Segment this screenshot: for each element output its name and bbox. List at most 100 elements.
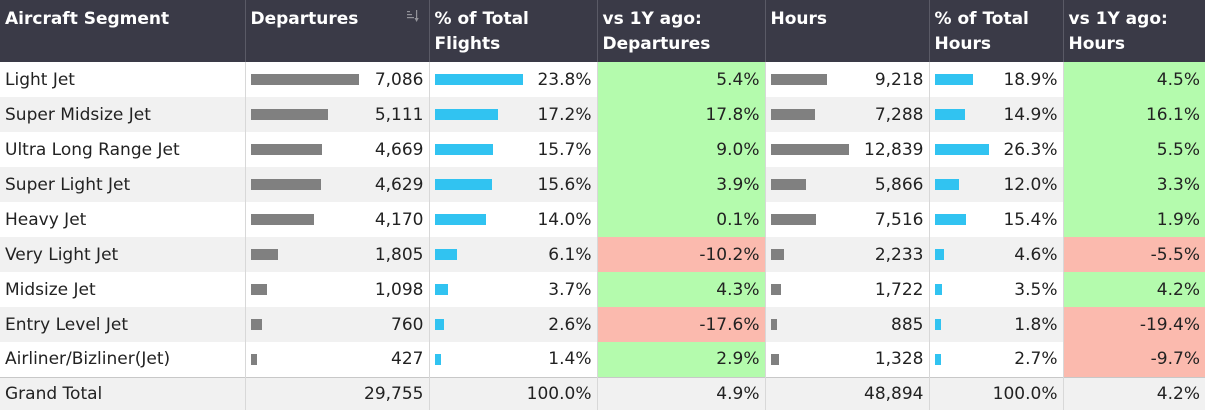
row-hours: 5,866	[765, 167, 930, 202]
row-departures: 760	[245, 307, 430, 342]
row-pct-flights: 23.8%	[429, 62, 598, 97]
table-row[interactable]: Light Jet 7,086 23.8% 5.4% 9,218 18.9% 4.5%	[0, 62, 1205, 97]
hours-bar	[770, 144, 849, 155]
header-hours[interactable]: Hours	[765, 0, 930, 62]
row-dep-change: -17.6%	[597, 307, 766, 342]
row-hours-change: -9.7%	[1063, 342, 1205, 377]
row-dep-change: 0.1%	[597, 202, 766, 237]
row-pct-hours: 1.8%	[929, 307, 1064, 342]
table-row[interactable]: Heavy Jet 4,170 14.0% 0.1% 7,516 15.4% 1.9%	[0, 202, 1205, 237]
row-departures: 5,111	[245, 97, 430, 132]
row-dep-change: 17.8%	[597, 97, 766, 132]
row-departures-wrap: 5,111	[250, 105, 424, 125]
row-pct-flights-wrap: 23.8%	[434, 70, 592, 90]
row-hours: 2,233	[765, 237, 930, 272]
hours-bar	[770, 214, 817, 225]
header-departures[interactable]: Departures	[245, 0, 430, 62]
pct-hours-bar	[934, 109, 966, 120]
row-pct-flights-wrap: 3.7%	[434, 279, 592, 300]
row-pct-flights-wrap: 6.1%	[434, 245, 592, 265]
row-hours-wrap: 9,218	[770, 70, 924, 90]
row-pct-flights: 2.6%	[429, 307, 598, 342]
row-pct-flights: 3.7%	[429, 272, 598, 307]
table-row[interactable]: Airliner/Bizliner(Jet) 427 1.4% 2.9% 1,328 2.…	[0, 342, 1205, 377]
total-departures: 29,755	[245, 376, 430, 410]
row-pct-hours-wrap: 2.7%	[934, 349, 1058, 370]
row-dep-change: 9.0%	[597, 132, 766, 167]
table-row[interactable]: Super Midsize Jet 5,111 17.2% 17.8% 7,288 14.…	[0, 97, 1205, 132]
row-pct-flights-value: 15.6%	[537, 174, 592, 195]
row-segment: Super Light Jet	[0, 167, 246, 202]
row-pct-flights: 15.6%	[429, 167, 598, 202]
row-departures-wrap: 4,669	[250, 140, 424, 160]
row-segment: Ultra Long Range Jet	[0, 132, 246, 167]
table-row[interactable]: Midsize Jet 1,098 3.7% 4.3% 1,722 3.5% 4.2%	[0, 272, 1205, 307]
table-row[interactable]: Entry Level Jet 760 2.6% -17.6% 885 1.8% -19.4…	[0, 307, 1205, 342]
pct-hours-bar	[934, 144, 989, 155]
sort-descending-icon[interactable]	[406, 9, 420, 23]
header-pct-hours[interactable]: % of Total Hours	[929, 0, 1064, 62]
row-departures-value: 4,629	[374, 174, 424, 195]
row-pct-flights-wrap: 2.6%	[434, 315, 592, 335]
row-dep-change: 5.4%	[597, 62, 766, 97]
pct-flights-bar	[434, 144, 493, 155]
row-pct-hours-value: 2.7%	[1014, 349, 1058, 370]
row-departures-value: 1,098	[374, 279, 424, 300]
table-row[interactable]: Ultra Long Range Jet 4,669 15.7% 9.0% 12,839…	[0, 132, 1205, 167]
row-departures-wrap: 1,805	[250, 244, 424, 265]
header-segment[interactable]: Aircraft Segment	[0, 0, 246, 62]
row-departures-wrap: 1,098	[250, 279, 424, 300]
row-pct-flights: 1.4%	[429, 342, 598, 377]
row-departures: 1,805	[245, 237, 430, 272]
row-pct-hours-value: 26.3%	[1003, 139, 1058, 160]
row-hours-change: 16.1%	[1063, 97, 1205, 132]
header-hours-change[interactable]: vs 1Y ago: Hours	[1063, 0, 1205, 62]
hours-bar	[770, 284, 781, 295]
row-departures-value: 760	[391, 314, 424, 335]
departures-bar	[250, 214, 315, 225]
departures-bar	[250, 284, 268, 295]
row-departures-wrap: 7,086	[250, 69, 424, 90]
hours-bar	[770, 319, 777, 330]
row-pct-flights-value: 3.7%	[548, 279, 592, 300]
row-pct-flights-wrap: 15.6%	[434, 174, 592, 195]
row-pct-flights-value: 17.2%	[537, 104, 592, 125]
pct-hours-bar	[934, 284, 942, 295]
row-hours-wrap: 1,328	[770, 349, 924, 369]
row-pct-hours: 12.0%	[929, 167, 1064, 202]
row-pct-hours-wrap: 14.9%	[934, 105, 1058, 125]
row-departures: 4,629	[245, 167, 430, 202]
row-pct-flights-value: 15.7%	[537, 139, 592, 160]
row-hours: 7,288	[765, 97, 930, 132]
total-pct-hours: 100.0%	[929, 376, 1064, 410]
row-pct-hours: 2.7%	[929, 342, 1064, 377]
pct-hours-bar	[934, 214, 967, 225]
row-hours-wrap: 2,233	[770, 245, 924, 265]
header-pct-flights[interactable]: % of Total Flights	[429, 0, 598, 62]
row-pct-flights-wrap: 1.4%	[434, 349, 592, 369]
row-pct-flights-wrap: 17.2%	[434, 104, 592, 125]
hours-bar	[770, 109, 815, 120]
row-departures-value: 1,805	[374, 244, 424, 265]
total-hours-change: 4.2%	[1063, 376, 1205, 410]
row-hours: 12,839	[765, 132, 930, 167]
pct-flights-bar	[434, 284, 449, 295]
row-departures: 4,669	[245, 132, 430, 167]
row-departures-wrap: 4,629	[250, 174, 424, 195]
row-hours-wrap: 885	[770, 315, 924, 335]
table-row[interactable]: Very Light Jet 1,805 6.1% -10.2% 2,233 4.6% -5…	[0, 237, 1205, 272]
row-hours-change: 4.5%	[1063, 62, 1205, 97]
header-dep-change[interactable]: vs 1Y ago: Departures	[597, 0, 766, 62]
total-dep-change: 4.9%	[597, 376, 766, 410]
pct-flights-bar	[434, 249, 458, 260]
row-pct-hours-wrap: 3.5%	[934, 280, 1058, 300]
row-hours-change: 5.5%	[1063, 132, 1205, 167]
pct-hours-bar	[934, 353, 941, 365]
row-pct-hours-wrap: 1.8%	[934, 315, 1058, 335]
table-row[interactable]: Super Light Jet 4,629 15.6% 3.9% 5,866 12.0% 3…	[0, 167, 1205, 202]
row-departures-value: 427	[391, 349, 424, 370]
row-pct-hours: 15.4%	[929, 202, 1064, 237]
row-pct-flights-wrap: 14.0%	[434, 210, 592, 230]
row-departures-value: 7,086	[374, 69, 424, 90]
row-departures: 4,170	[245, 202, 430, 237]
